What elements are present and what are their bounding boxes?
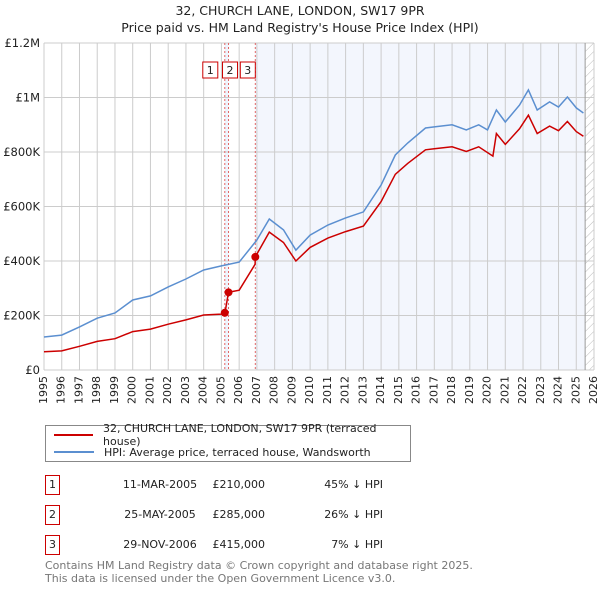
x-tick-label: 1997 <box>72 376 85 404</box>
legend: 32, CHURCH LANE, LONDON, SW17 9PR (terra… <box>45 422 411 462</box>
marker-badge: 3 <box>45 535 60 555</box>
x-tick-label: 2008 <box>268 376 281 404</box>
y-tick-label: £1.2M <box>4 36 40 50</box>
x-tick-label: 2017 <box>427 376 440 404</box>
transaction-date: 11-MAR-2005 <box>122 478 198 491</box>
footer-copyright: Contains HM Land Registry data © Crown c… <box>45 559 473 572</box>
y-tick-label: £400K <box>3 254 40 268</box>
x-tick-label: 2006 <box>232 376 245 404</box>
x-tick-label: 2002 <box>161 376 174 404</box>
marker-badge: 2 <box>45 505 60 525</box>
transaction-price: £415,000 <box>212 538 266 551</box>
sale-label: 3 <box>244 64 251 77</box>
x-tick-label: 2020 <box>481 376 494 404</box>
transaction-hpi-diff: 26% ↓ HPI <box>324 508 383 521</box>
series-line-hpi <box>43 88 584 338</box>
x-tick-label: 1999 <box>108 376 121 404</box>
x-tick-label: 2007 <box>250 376 263 404</box>
transaction-price: £285,000 <box>212 508 266 521</box>
legend-swatch-red <box>54 434 94 436</box>
x-tick-label: 1995 <box>37 376 50 404</box>
x-tick-label: 2004 <box>197 376 210 404</box>
x-tick-label: 2023 <box>534 376 547 404</box>
sale-label: 1 <box>207 64 214 77</box>
x-tick-label: 2024 <box>552 376 565 404</box>
x-tick-label: 2026 <box>587 376 600 404</box>
y-tick-label: £0 <box>25 363 40 377</box>
x-tick-label: 2013 <box>356 376 369 404</box>
transaction-hpi-diff: 7% ↓ HPI <box>331 538 383 551</box>
transaction-row: 1 11-MAR-2005 £210,000 45% ↓ HPI <box>45 475 445 495</box>
legend-label: 32, CHURCH LANE, LONDON, SW17 9PR (terra… <box>103 422 377 448</box>
transaction-date: 29-NOV-2006 <box>123 538 197 551</box>
x-tick-label: 2012 <box>339 376 352 404</box>
x-tick-label: 2015 <box>392 376 405 404</box>
legend-swatch-blue <box>54 451 94 453</box>
x-tick-label: 2000 <box>126 376 139 404</box>
x-tick-label: 2001 <box>143 376 156 404</box>
sale-point <box>220 308 229 317</box>
x-tick-label: 1996 <box>55 376 68 404</box>
legend-item-hpi: HPI: Average price, terraced house, Wand… <box>54 444 371 460</box>
transaction-hpi-diff: 45% ↓ HPI <box>324 478 383 491</box>
sale-point <box>224 288 233 297</box>
x-tick-label: 2018 <box>445 376 458 404</box>
x-tick-label: 2016 <box>410 376 423 404</box>
chart-subtitle: Price paid vs. HM Land Registry's House … <box>121 20 479 35</box>
legend-item-property: 32, CHURCH LANE, LONDON, SW17 9PR (terra… <box>54 422 410 448</box>
x-tick-label: 2009 <box>285 376 298 404</box>
sale-label-box <box>202 61 219 79</box>
x-tick-label: 2014 <box>374 376 387 404</box>
x-tick-label: 2025 <box>569 376 582 404</box>
chart-svg: 1995 1996 1997 1998 1999 2000 2001 2002 2003 2004… <box>3 36 600 404</box>
sale-label: 2 <box>227 64 234 77</box>
x-tick-label: 2005 <box>214 376 227 404</box>
footer-licence: This data is licensed under the Open Gov… <box>45 572 396 585</box>
transaction-row: 2 25-MAY-2005 £285,000 26% ↓ HPI <box>45 505 445 525</box>
legend-label: HPI: Average price, terraced house, Wand… <box>104 445 371 459</box>
y-tick-label: £1M <box>15 91 40 105</box>
x-tick-label: 2019 <box>463 376 476 404</box>
y-tick-label: £800K <box>3 145 40 159</box>
sale-label-box <box>239 61 256 79</box>
y-tick-label: £200K <box>3 309 40 323</box>
chart-title: 32, CHURCH LANE, LONDON, SW17 9PR <box>175 3 425 18</box>
x-tick-label: 1998 <box>90 376 103 404</box>
x-tick-label: 2022 <box>516 376 529 404</box>
x-tick-label: 2011 <box>321 376 334 404</box>
transaction-price: £210,000 <box>212 478 266 491</box>
transaction-date: 25-MAY-2005 <box>124 508 196 521</box>
series-line-price-paid <box>43 113 584 353</box>
marker-badge: 1 <box>45 475 60 495</box>
x-tick-label: 2003 <box>179 376 192 404</box>
x-tick-label: 2021 <box>498 376 511 404</box>
x-tick-label: 2010 <box>303 376 316 404</box>
sale-label-box <box>222 61 239 79</box>
sale-point <box>251 252 260 261</box>
transaction-row: 3 29-NOV-2006 £415,000 7% ↓ HPI <box>45 535 445 555</box>
y-tick-label: £600K <box>3 200 40 214</box>
